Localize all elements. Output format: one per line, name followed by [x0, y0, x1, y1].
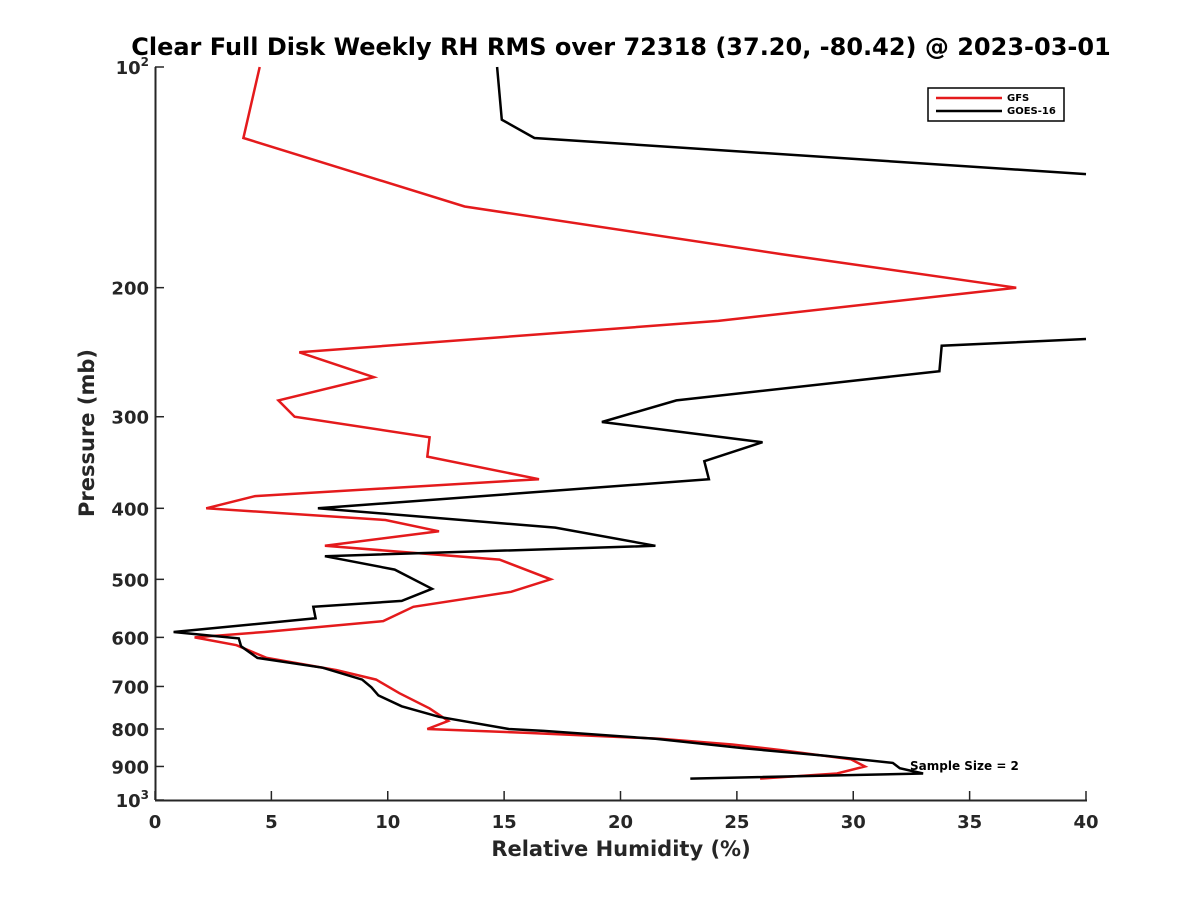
y-tick-label: 800 — [111, 720, 149, 741]
y-axis-label: Pressure (mb) — [75, 349, 99, 517]
y-tick-label: 500 — [111, 570, 149, 591]
y-tick-label: 400 — [111, 499, 149, 520]
series-line-goes-16 — [173, 66, 1087, 780]
y-tick-label: 600 — [111, 628, 149, 649]
chart-title: Clear Full Disk Weekly RH RMS over 72318… — [131, 33, 1111, 61]
series-line-gfs — [194, 66, 1017, 780]
y-tick-label: 300 — [111, 408, 149, 429]
x-tick-label: 35 — [957, 812, 982, 833]
x-tick-label: 25 — [724, 812, 749, 833]
x-tick-label: 0 — [149, 812, 162, 833]
series-layer — [173, 66, 1087, 780]
y-tick-label: 900 — [111, 757, 149, 778]
legend-box — [927, 87, 1065, 122]
x-tick-label: 40 — [1073, 812, 1098, 833]
y-tick-label: 102 — [116, 55, 149, 79]
y-tick-label: 200 — [111, 279, 149, 300]
x-tick-label: 20 — [608, 812, 633, 833]
x-tick-label: 15 — [492, 812, 517, 833]
x-ticks: 0 5 10 15 20 25 30 35 40 — [149, 791, 1099, 833]
legend-label-goes16: GOES-16 — [1007, 106, 1056, 117]
y-ticks: 102 200 300 400 500 600 700 800 900 103 — [111, 55, 164, 812]
x-axis-label: Relative Humidity (%) — [491, 837, 750, 861]
legend-label-gfs: GFS — [1007, 93, 1029, 104]
x-tick-label: 30 — [841, 812, 866, 833]
y-tick-label: 103 — [116, 788, 149, 812]
legend: GFS GOES-16 — [927, 87, 1065, 122]
x-tick-label: 10 — [375, 812, 400, 833]
x-tick-label: 5 — [265, 812, 278, 833]
y-tick-label: 700 — [111, 677, 149, 698]
sample-size-annotation: Sample Size = 2 — [910, 759, 1019, 773]
